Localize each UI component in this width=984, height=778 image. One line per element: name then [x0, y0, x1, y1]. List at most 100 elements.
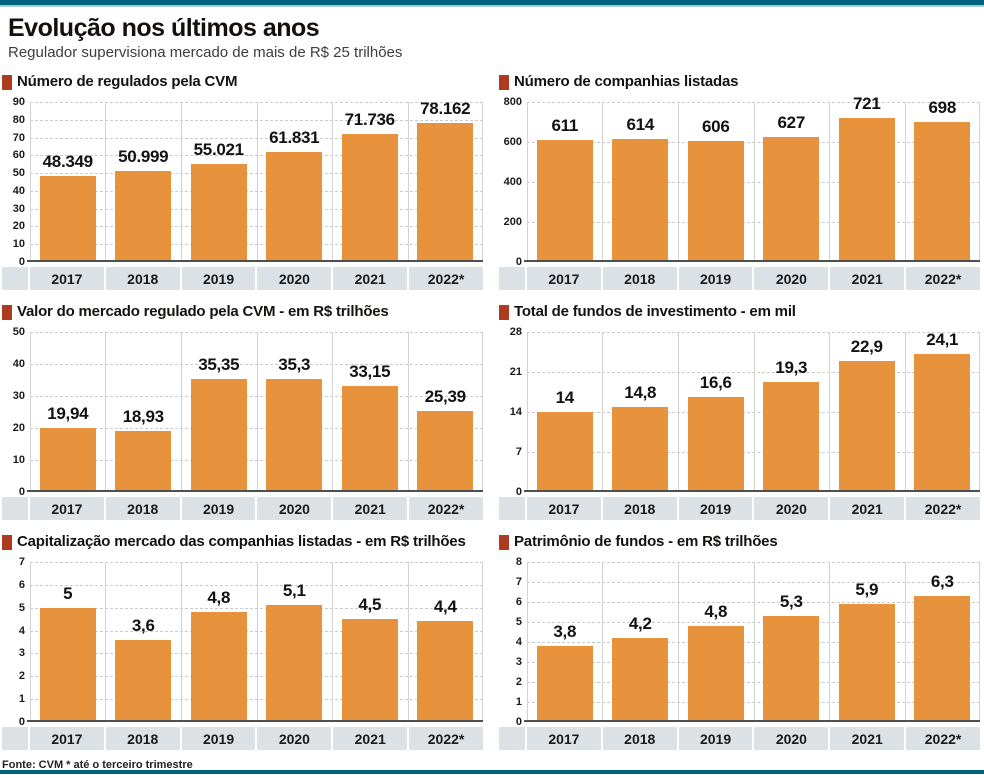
bar-value-label: 6,3 [930, 572, 954, 591]
x-axis-category: 2017 [30, 267, 104, 290]
bar [763, 381, 820, 492]
bottom-accent-bar [0, 770, 984, 774]
bar-value-label: 61.831 [269, 128, 320, 148]
column-separator [105, 102, 107, 260]
y-tick-label: 30 [12, 202, 25, 215]
x-axis-category: 2018 [602, 267, 677, 290]
plot-area: 0 7 14 21 28 14 14,8 16,6 19,3 22,9 24,1 [510, 326, 980, 498]
bar-value-label: 5,9 [855, 580, 879, 599]
y-tick-label: 0 [515, 716, 522, 728]
x-axis-baseline [27, 490, 483, 492]
column-separator [105, 562, 107, 720]
bar [536, 139, 593, 262]
bar [39, 607, 96, 722]
bar [341, 134, 398, 262]
bar-column: 611 [527, 102, 603, 262]
y-tick-label: 4 [515, 636, 522, 648]
x-axis-category: 2017 [527, 727, 601, 750]
x-axis-category: 2020 [257, 267, 332, 290]
bar-column: 19,3 [754, 332, 830, 492]
column-separator [677, 102, 679, 260]
bar-column: 78.162 [408, 99, 484, 262]
bar [838, 604, 895, 722]
bar-value-label: 606 [702, 116, 730, 136]
bar-value-label: 4,4 [433, 597, 457, 617]
bar-value-label: 16,6 [699, 373, 732, 393]
bar-column: 22,9 [829, 332, 905, 492]
bar-column: 5,3 [754, 562, 830, 722]
x-axis-category: 2021 [830, 497, 905, 520]
bar-value-label: 611 [551, 115, 579, 135]
bar-value-label: 627 [777, 112, 806, 132]
bar-value-label: 19,3 [775, 357, 808, 377]
bar-value-label: 25,39 [424, 386, 466, 406]
x-axis-category: 2018 [602, 727, 677, 750]
chart-regulados-cvm: Número de regulados pela CVM 0 10 20 30 40 50… [2, 74, 485, 290]
column-separator [180, 102, 182, 260]
page-title: Evolução nos últimos anos [8, 14, 320, 42]
bar-value-label: 35,3 [278, 355, 311, 375]
column-separator [979, 332, 980, 490]
x-axis-band: 2017 2018 2019 2020 2021 2022* [499, 727, 980, 750]
chart-companhias-listadas: Número de companhias listadas 0 200 400 600… [499, 74, 982, 290]
chart-title: Capitalização mercado das companhias lis… [17, 533, 466, 550]
y-tick-label: 0 [18, 486, 25, 498]
x-axis-category: 2019 [678, 497, 753, 520]
column-separator [482, 562, 483, 720]
plot-area: 0 10 20 30 40 50 19,94 18,93 35,35 35,3 33,15 25,39 [13, 326, 483, 498]
square-bullet-icon [2, 534, 12, 550]
bar-column: 18,93 [106, 332, 182, 492]
square-bullet-icon [2, 304, 12, 320]
bar [417, 410, 474, 492]
bar-value-label: 5,3 [779, 592, 803, 611]
bar [687, 140, 744, 262]
bar [838, 361, 895, 492]
x-axis-category: 2021 [333, 497, 408, 520]
bar-value-label: 721 [853, 93, 881, 113]
column-separator [979, 562, 980, 720]
bar-value-label: 14 [555, 388, 575, 407]
column-separator [180, 562, 182, 720]
bar-column: 3,8 [527, 562, 603, 722]
x-axis-category: 2019 [678, 727, 753, 750]
chart-title: Número de companhias listadas [514, 73, 739, 90]
y-tick-label: 14 [509, 406, 522, 418]
bar-column: 4,4 [408, 562, 484, 722]
x-axis-category: 2021 [333, 727, 408, 750]
bar-column: 35,3 [257, 332, 333, 492]
x-axis-band: 2017 2018 2019 2020 2021 2022* [2, 727, 483, 750]
chart-capitalizacao-mercado: Capitalização mercado das companhias lis… [2, 534, 485, 750]
bar [341, 619, 398, 722]
x-axis-category: 2020 [257, 497, 332, 520]
column-separator [753, 562, 755, 720]
y-tick-label: 40 [12, 358, 25, 370]
y-tick-label: 2 [515, 676, 522, 688]
source-note: Fonte: CVM * até o terceiro trimestre [2, 759, 193, 771]
column-separator [979, 102, 980, 260]
x-axis-category: 2022* [409, 267, 483, 290]
bar-column: 16,6 [678, 332, 754, 492]
bar-value-label: 4,8 [207, 588, 231, 608]
bar-column: 614 [603, 102, 679, 262]
plot-area: 0 1 2 3 4 5 6 7 5 3,6 4,8 5,1 4,5 4,4 [19, 556, 483, 728]
bar [190, 164, 247, 262]
x-axis-stub [2, 497, 28, 520]
bar-column: 71.736 [332, 102, 408, 262]
top-accent-bar [0, 0, 984, 7]
column-separator [331, 562, 333, 720]
bar [266, 605, 323, 722]
bar [341, 385, 398, 492]
chart-title: Número de regulados pela CVM [17, 73, 238, 90]
y-tick-label: 3 [515, 656, 522, 668]
page-subtitle: Regulador supervisiona mercado de mais d… [8, 44, 403, 61]
bar-column: 721 [829, 94, 905, 262]
bar-columns: 5 3,6 4,8 5,1 4,5 4,4 [30, 562, 483, 722]
y-tick-label: 40 [12, 184, 25, 197]
x-axis-category: 2017 [30, 497, 104, 520]
column-separator [407, 102, 409, 260]
bar-column: 5 [30, 562, 106, 722]
y-tick-label: 1 [18, 693, 25, 706]
bar [687, 626, 744, 722]
bar [687, 397, 744, 492]
y-tick-label: 50 [12, 167, 25, 180]
